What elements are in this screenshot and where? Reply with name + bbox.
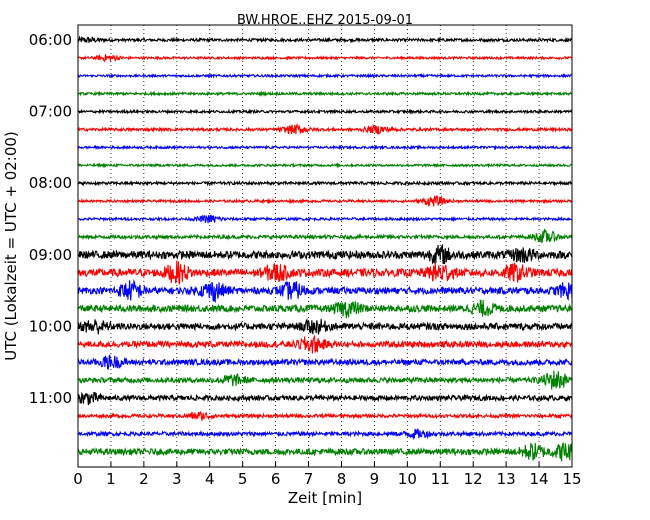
trace-line [77,260,573,285]
x-tick-label: 5 [238,470,248,488]
trace-line [77,442,573,462]
x-tick-label: 15 [562,470,581,488]
trace-line [77,179,573,187]
y-axis-label: UTC (Lokalzeit = UTC + 02:00) [2,131,20,361]
x-tick-label: 1 [106,470,116,488]
trace-line [77,335,573,354]
x-tick-label: 13 [497,470,516,488]
trace-line [77,162,573,169]
trace-line [77,279,573,303]
y-tick-label: 09:00 [29,246,72,264]
x-tick-label: 10 [398,470,417,488]
trace-line [77,317,573,335]
y-tick-label: 07:00 [29,103,72,121]
x-tick-label: 4 [205,470,215,488]
trace-line [77,90,573,97]
trace-line [77,108,573,115]
x-axis-label: Zeit [min] [288,489,362,507]
trace-line [77,54,573,63]
trace-line [77,35,573,44]
x-tick-label: 11 [431,470,450,488]
x-tick-label: 7 [304,470,314,488]
x-axis-ticks: 0 1 2 3 4 5 6 7 8 9 10 11 12 13 14 15 [73,462,582,488]
plot-frame [77,24,573,468]
x-tick-label: 0 [73,470,83,488]
y-tick-label: 10:00 [29,317,72,335]
y-tick-label: 06:00 [29,31,72,49]
trace-line [77,228,573,244]
trace-line [77,214,573,224]
trace-line [77,243,573,265]
trace-line [77,391,573,406]
x-tick-label: 2 [139,470,149,488]
trace-line [77,72,573,79]
y-tick-label: 08:00 [29,174,72,192]
y-axis-ticks: 06:00 07:00 08:00 09:00 10:00 11:00 [29,31,83,407]
x-tick-label: 3 [172,470,182,488]
x-tick-label: 9 [370,470,380,488]
seismic-traces [77,35,573,462]
x-tick-label: 12 [464,470,483,488]
trace-line [77,195,573,207]
trace-line [77,428,573,441]
trace-line [77,122,573,135]
x-tick-label: 8 [337,470,347,488]
trace-line [77,144,573,151]
trace-line [77,299,573,319]
y-tick-label: 11:00 [29,389,72,407]
trace-line [77,354,573,370]
x-tick-label: 14 [530,470,549,488]
chart-title: BW.HROE..EHZ 2015-09-01 [237,13,413,28]
trace-line [77,411,573,421]
x-tick-label: 6 [271,470,281,488]
grid-lines [110,25,540,467]
trace-line [77,370,573,390]
